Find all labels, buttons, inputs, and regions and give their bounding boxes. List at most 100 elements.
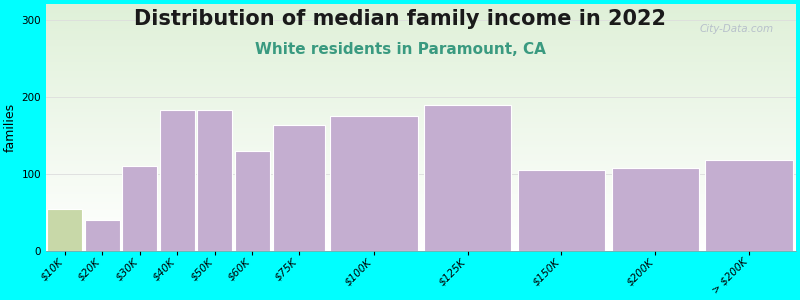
Bar	[46, 110, 796, 112]
Bar	[46, 166, 796, 167]
Bar	[46, 180, 796, 181]
Bar	[46, 49, 796, 50]
Bar	[46, 29, 796, 30]
Bar	[46, 35, 796, 36]
Bar	[47, 209, 82, 251]
Bar	[46, 38, 796, 39]
Bar	[46, 51, 796, 52]
Bar	[46, 241, 796, 243]
Bar	[46, 115, 796, 117]
Bar	[46, 123, 796, 124]
Bar	[46, 45, 796, 46]
Bar	[46, 73, 796, 75]
Bar	[160, 110, 194, 251]
Bar	[46, 134, 796, 135]
Bar	[46, 113, 796, 114]
Bar	[46, 244, 796, 245]
Bar	[46, 207, 796, 208]
Bar	[46, 109, 796, 110]
Bar	[46, 196, 796, 197]
Bar	[197, 110, 232, 251]
Bar	[46, 119, 796, 120]
Bar	[46, 148, 796, 149]
Bar	[46, 91, 796, 92]
Bar	[46, 187, 796, 188]
Bar	[46, 117, 796, 118]
Bar	[46, 234, 796, 235]
Bar	[46, 130, 796, 131]
Bar	[46, 140, 796, 141]
Bar	[46, 47, 796, 49]
Bar	[46, 92, 796, 93]
Bar	[46, 4, 796, 5]
Bar	[46, 19, 796, 20]
Bar	[46, 218, 796, 219]
Bar	[46, 152, 796, 154]
Bar	[46, 86, 796, 87]
Bar	[46, 233, 796, 234]
Bar	[46, 8, 796, 9]
Bar	[46, 172, 796, 173]
Bar	[46, 160, 796, 161]
Bar	[46, 231, 796, 233]
Bar	[46, 133, 796, 134]
Bar	[46, 129, 796, 130]
Text: Distribution of median family income in 2022: Distribution of median family income in …	[134, 9, 666, 29]
Bar	[46, 28, 796, 29]
Bar	[46, 41, 796, 43]
Bar	[46, 64, 796, 65]
Bar	[46, 197, 796, 198]
Bar	[46, 30, 796, 31]
Bar	[46, 34, 796, 35]
Bar	[46, 235, 796, 236]
Bar	[46, 191, 796, 192]
Bar	[46, 162, 796, 164]
Bar	[46, 239, 796, 240]
Y-axis label: families: families	[4, 103, 17, 152]
Bar	[46, 127, 796, 128]
Bar	[46, 81, 796, 82]
Bar	[46, 210, 796, 212]
Bar	[46, 198, 796, 199]
Bar	[46, 40, 796, 41]
Bar	[46, 142, 796, 144]
Bar	[46, 249, 796, 250]
Bar	[46, 169, 796, 170]
Bar	[46, 243, 796, 244]
Bar	[46, 250, 796, 251]
Bar	[46, 20, 796, 22]
Bar	[46, 10, 796, 12]
Bar	[46, 44, 796, 45]
Bar	[46, 77, 796, 78]
Bar	[46, 97, 796, 98]
Bar	[46, 88, 796, 89]
Bar	[46, 71, 796, 72]
Bar	[46, 78, 796, 80]
Bar	[46, 175, 796, 176]
Bar	[46, 238, 796, 239]
Bar	[46, 57, 796, 59]
Bar	[46, 173, 796, 175]
Bar	[46, 7, 796, 8]
Bar	[46, 144, 796, 145]
Bar	[46, 98, 796, 99]
Bar	[330, 116, 418, 251]
Bar	[46, 212, 796, 213]
Text: White residents in Paramount, CA: White residents in Paramount, CA	[254, 42, 546, 57]
Bar	[46, 236, 796, 238]
Bar	[46, 141, 796, 142]
Bar	[46, 220, 796, 222]
Bar	[46, 106, 796, 107]
Bar	[46, 128, 796, 129]
Bar	[46, 114, 796, 115]
Bar	[46, 229, 796, 230]
Bar	[46, 62, 796, 64]
Bar	[46, 82, 796, 83]
Bar	[46, 66, 796, 67]
Bar	[46, 76, 796, 77]
Text: City-Data.com: City-Data.com	[699, 24, 774, 34]
Bar	[46, 176, 796, 177]
Bar	[706, 160, 793, 251]
Bar	[46, 46, 796, 47]
Bar	[46, 94, 796, 96]
